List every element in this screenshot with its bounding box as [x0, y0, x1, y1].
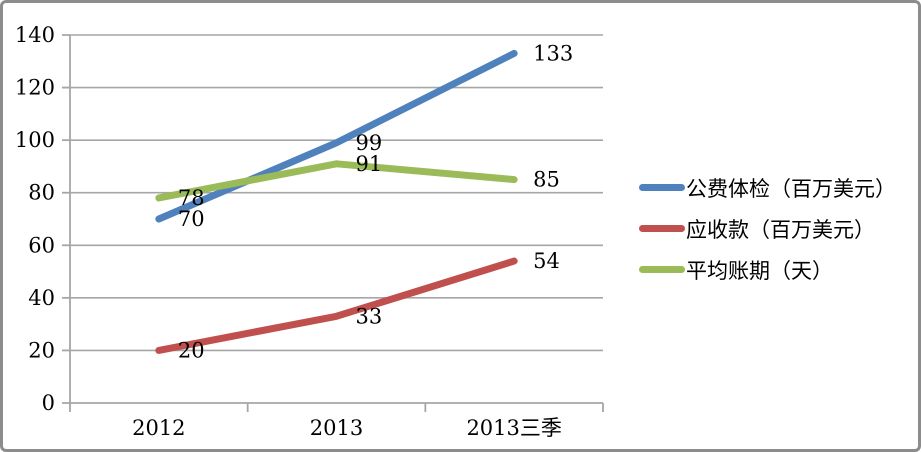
y-tick-label: 60 — [28, 233, 55, 257]
legend-label: 平均账期（天） — [686, 258, 833, 283]
series-line — [155, 49, 518, 223]
data-label: 70 — [178, 207, 205, 231]
legend-label: 公费体检（百万美元） — [686, 176, 896, 201]
data-label: 85 — [533, 168, 560, 192]
legend-item-series-1: 公费体检（百万美元） — [639, 167, 896, 208]
legend-swatch-green — [639, 266, 685, 273]
data-label: 54 — [533, 249, 560, 273]
y-tick-label: 40 — [28, 286, 55, 310]
chart-legend: 公费体检（百万美元） 应收款（百万美元） 平均账期（天） — [639, 167, 896, 290]
data-label: 91 — [356, 152, 383, 176]
x-category-label: 2012 — [132, 416, 185, 440]
data-label: 133 — [533, 41, 573, 65]
x-category-label: 2013三季 — [466, 416, 561, 440]
y-tick-label: 100 — [15, 128, 55, 152]
y-tick-label: 20 — [28, 338, 55, 362]
y-tick-label: 80 — [28, 181, 55, 205]
data-label: 33 — [356, 304, 383, 328]
y-tick-label: 140 — [15, 23, 55, 47]
legend-swatch-red — [639, 225, 685, 232]
y-tick-label: 0 — [42, 391, 55, 415]
data-label: 99 — [356, 131, 383, 155]
series-line — [155, 160, 518, 202]
series-line — [155, 257, 518, 354]
legend-label: 应收款（百万美元） — [686, 217, 875, 242]
y-tick-label: 120 — [15, 76, 55, 100]
line-chart: 0 20 40 60 80 100 120 140 2012 2013 2013三季 70 99 133 2… — [15, 23, 604, 440]
legend-item-series-3: 平均账期（天） — [639, 249, 896, 290]
data-label: 78 — [178, 186, 205, 210]
data-label: 20 — [178, 338, 205, 362]
legend-swatch-blue — [639, 184, 685, 191]
legend-item-series-2: 应收款（百万美元） — [639, 208, 896, 249]
x-category-label: 2013 — [310, 416, 363, 440]
